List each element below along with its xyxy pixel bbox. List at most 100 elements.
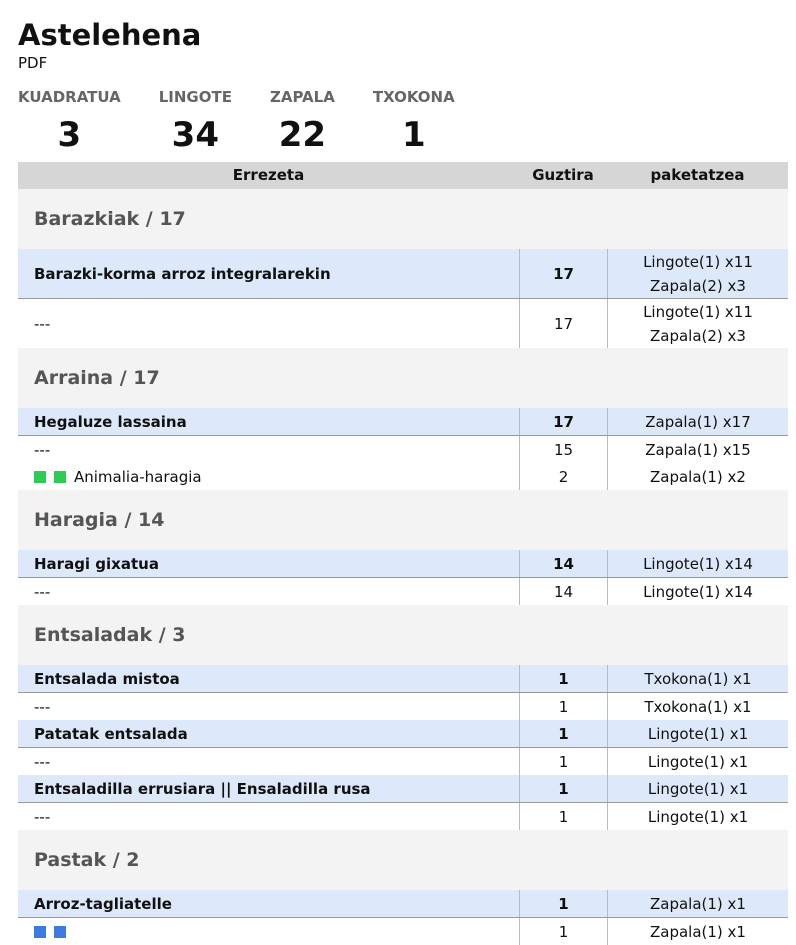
total: 1: [558, 725, 569, 743]
stat-label: ZAPALA: [269, 88, 335, 106]
packaging-cell: Lingote(1) x1: [607, 775, 788, 802]
packaging: Lingote(1) x11: [643, 303, 753, 321]
packaging: Zapala(1) x2: [650, 468, 746, 486]
name-cell: Haragi gixatua: [18, 550, 519, 577]
recipe-row: Patatak entsalada 1 Lingote(1) x1: [18, 720, 788, 748]
stat: TXOKONA 1: [373, 86, 455, 162]
packaging-cell: Txokona(1) x1: [607, 693, 788, 720]
packaging: Zapala(2) x3: [650, 327, 746, 345]
name-cell: ---: [18, 803, 519, 830]
name-cell: ---: [18, 436, 519, 463]
variant-row: --- 17 Lingote(1) x11 Zapala(2) x3: [18, 299, 788, 348]
name-cell: Entsalada mistoa: [18, 665, 519, 692]
section-title: Arraina / 17: [18, 348, 788, 408]
packaging: Zapala(1) x1: [650, 895, 746, 913]
packaging: Zapala(1) x17: [645, 413, 751, 431]
packaging-cell: Lingote(1) x1: [607, 748, 788, 775]
total: 14: [553, 583, 574, 601]
total-cell: 17: [519, 249, 607, 298]
recipe-name: ---: [34, 583, 51, 601]
total-cell: 15: [519, 436, 607, 463]
packaging-cell: Txokona(1) x1: [607, 665, 788, 692]
packaging: Txokona(1) x1: [644, 670, 752, 688]
packaging: Zapala(1) x15: [645, 441, 751, 459]
packaging: Txokona(1) x1: [644, 698, 752, 716]
packaging: Lingote(1) x14: [643, 555, 753, 573]
recipe-name: ---: [34, 808, 51, 826]
total: 14: [553, 555, 574, 573]
name-cell: Animalia-haragia: [18, 463, 519, 490]
recipe-row: Entsalada mistoa 1 Txokona(1) x1: [18, 665, 788, 693]
variant-row: --- 15 Zapala(1) x15: [18, 436, 788, 463]
packaging-cell: Zapala(1) x2: [607, 463, 788, 490]
name-cell: [18, 918, 519, 945]
packaging-cell: Zapala(1) x1: [607, 890, 788, 917]
stat-value: 34: [171, 115, 219, 155]
packaging-cell: Zapala(1) x17: [607, 408, 788, 435]
stat-value: 22: [278, 115, 327, 155]
total: 1: [558, 698, 569, 716]
section-title: Pastak / 2: [18, 830, 788, 890]
packaging: Lingote(1) x1: [647, 780, 749, 798]
stat: ZAPALA 22: [270, 86, 335, 162]
stat: LINGOTE 34: [159, 86, 232, 162]
name-cell: ---: [18, 299, 519, 348]
total-cell: 1: [519, 720, 607, 747]
total: 17: [553, 265, 574, 283]
total-cell: 14: [519, 578, 607, 605]
packaging-cell: Lingote(1) x14: [607, 550, 788, 577]
packaging: Lingote(1) x1: [647, 753, 749, 771]
stat-label: TXOKONA: [372, 88, 455, 106]
recipe-name: ---: [34, 753, 51, 771]
variant-row: --- 1 Lingote(1) x1: [18, 748, 788, 775]
recipe-name: Hegaluze lassaina: [34, 413, 187, 431]
stat-label: KUADRATUA: [18, 88, 121, 106]
recipe-name: ---: [34, 315, 51, 333]
table: Errezeta Guztira paketatzea Barazkiak / 17 B…: [18, 162, 788, 945]
total-cell: 1: [519, 748, 607, 775]
packaging-cell: Lingote(1) x11 Zapala(2) x3: [607, 249, 788, 298]
packaging-cell: Lingote(1) x14: [607, 578, 788, 605]
column-header: Guztira: [532, 166, 594, 184]
total-cell: 1: [519, 775, 607, 802]
total: 1: [558, 753, 569, 771]
recipe-name: Entsalada mistoa: [34, 670, 180, 688]
name-cell: Entsaladilla errusiara || Ensaladilla ru…: [18, 775, 519, 802]
section-title: Haragia / 14: [18, 490, 788, 550]
total-cell: 2: [519, 463, 607, 490]
total-cell: 17: [519, 408, 607, 435]
subtitle: PDF: [18, 54, 48, 72]
recipe-name: Entsaladilla errusiara || Ensaladilla ru…: [34, 780, 371, 798]
total: 15: [553, 441, 574, 459]
marker: [54, 926, 66, 938]
variant-row: --- 1 Lingote(1) x1: [18, 803, 788, 830]
variant-row: 1 Zapala(1) x1: [18, 918, 788, 945]
total: 1: [558, 808, 569, 826]
name-cell: ---: [18, 748, 519, 775]
section-title: Entsaladak / 3: [18, 605, 788, 665]
name-cell: Hegaluze lassaina: [18, 408, 519, 435]
packaging: Lingote(1) x1: [647, 808, 749, 826]
recipe-name: Arroz-tagliatelle: [34, 895, 172, 913]
total-cell: 17: [519, 299, 607, 348]
name-cell: Barazki-korma arroz integralarekin: [18, 249, 519, 298]
recipe-name: Haragi gixatua: [34, 555, 159, 573]
recipe-row: Hegaluze lassaina 17 Zapala(1) x17: [18, 408, 788, 436]
total-cell: 14: [519, 550, 607, 577]
total-cell: 1: [519, 890, 607, 917]
column-header: paketatzea: [650, 166, 745, 184]
title: Astelehena: [18, 18, 202, 52]
total: 1: [558, 670, 569, 688]
name-cell: ---: [18, 693, 519, 720]
name-cell: Patatak entsalada: [18, 720, 519, 747]
marker: [34, 471, 46, 483]
total-cell: 1: [519, 803, 607, 830]
total-cell: 1: [519, 665, 607, 692]
marker: [34, 926, 46, 938]
stat-value: 3: [57, 115, 82, 155]
name-cell: Arroz-tagliatelle: [18, 890, 519, 917]
header-row: Errezeta Guztira paketatzea: [18, 162, 788, 189]
packaging-cell: Lingote(1) x1: [607, 720, 788, 747]
packaging: Zapala(2) x3: [650, 277, 746, 295]
